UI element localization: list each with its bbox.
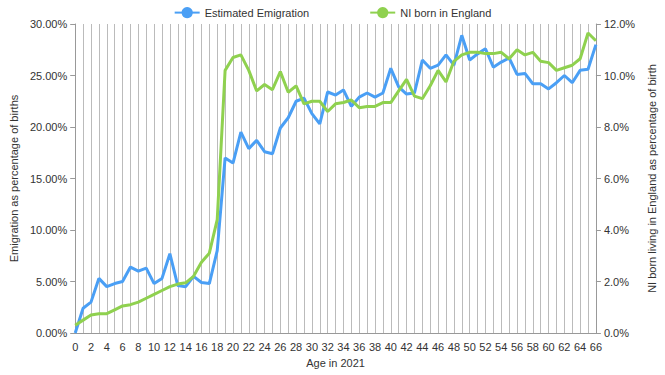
svg-text:50: 50 bbox=[464, 341, 476, 353]
svg-text:60: 60 bbox=[542, 341, 554, 353]
svg-text:34: 34 bbox=[337, 341, 349, 353]
svg-text:6: 6 bbox=[119, 341, 125, 353]
svg-text:Emigration as percentage of bi: Emigration as percentage of births bbox=[8, 94, 20, 262]
svg-text:0.00%: 0.00% bbox=[36, 327, 67, 339]
svg-text:20: 20 bbox=[227, 341, 239, 353]
svg-text:25.00%: 25.00% bbox=[30, 70, 68, 82]
svg-text:44: 44 bbox=[416, 341, 428, 353]
svg-text:5.00%: 5.00% bbox=[36, 276, 67, 288]
svg-text:24: 24 bbox=[258, 341, 270, 353]
svg-text:52: 52 bbox=[479, 341, 491, 353]
svg-text:48: 48 bbox=[448, 341, 460, 353]
svg-text:20.00%: 20.00% bbox=[30, 121, 68, 133]
svg-text:62: 62 bbox=[558, 341, 570, 353]
svg-text:30: 30 bbox=[306, 341, 318, 353]
svg-text:12: 12 bbox=[164, 341, 176, 353]
svg-text:40: 40 bbox=[385, 341, 397, 353]
svg-text:4.0%: 4.0% bbox=[604, 224, 629, 236]
svg-text:18: 18 bbox=[211, 341, 223, 353]
svg-text:66: 66 bbox=[590, 341, 602, 353]
svg-text:15.00%: 15.00% bbox=[30, 173, 68, 185]
svg-text:42: 42 bbox=[400, 341, 412, 353]
svg-text:28: 28 bbox=[290, 341, 302, 353]
svg-text:4: 4 bbox=[104, 341, 110, 353]
svg-text:8: 8 bbox=[135, 341, 141, 353]
svg-text:36: 36 bbox=[353, 341, 365, 353]
svg-text:54: 54 bbox=[495, 341, 507, 353]
svg-text:56: 56 bbox=[511, 341, 523, 353]
svg-text:10: 10 bbox=[148, 341, 160, 353]
svg-text:NI born living in England as p: NI born living in England as percentage … bbox=[646, 64, 658, 293]
svg-text:NI born in England: NI born in England bbox=[400, 7, 491, 19]
svg-text:0: 0 bbox=[72, 341, 78, 353]
svg-text:32: 32 bbox=[322, 341, 334, 353]
svg-text:10.0%: 10.0% bbox=[604, 70, 635, 82]
svg-text:2: 2 bbox=[88, 341, 94, 353]
svg-text:Age in 2021: Age in 2021 bbox=[306, 357, 365, 369]
svg-text:16: 16 bbox=[195, 341, 207, 353]
svg-text:12.0%: 12.0% bbox=[604, 18, 635, 30]
svg-text:Estimated Emigration: Estimated Emigration bbox=[205, 7, 310, 19]
svg-text:10.00%: 10.00% bbox=[30, 224, 68, 236]
svg-text:14: 14 bbox=[180, 341, 192, 353]
svg-text:64: 64 bbox=[574, 341, 586, 353]
svg-text:6.0%: 6.0% bbox=[604, 173, 629, 185]
svg-text:30.00%: 30.00% bbox=[30, 18, 68, 30]
svg-text:58: 58 bbox=[527, 341, 539, 353]
svg-text:22: 22 bbox=[243, 341, 255, 353]
svg-text:0.0%: 0.0% bbox=[604, 327, 629, 339]
svg-text:2.0%: 2.0% bbox=[604, 276, 629, 288]
svg-text:8.0%: 8.0% bbox=[604, 121, 629, 133]
svg-text:38: 38 bbox=[369, 341, 381, 353]
svg-text:46: 46 bbox=[432, 341, 444, 353]
svg-text:26: 26 bbox=[274, 341, 286, 353]
